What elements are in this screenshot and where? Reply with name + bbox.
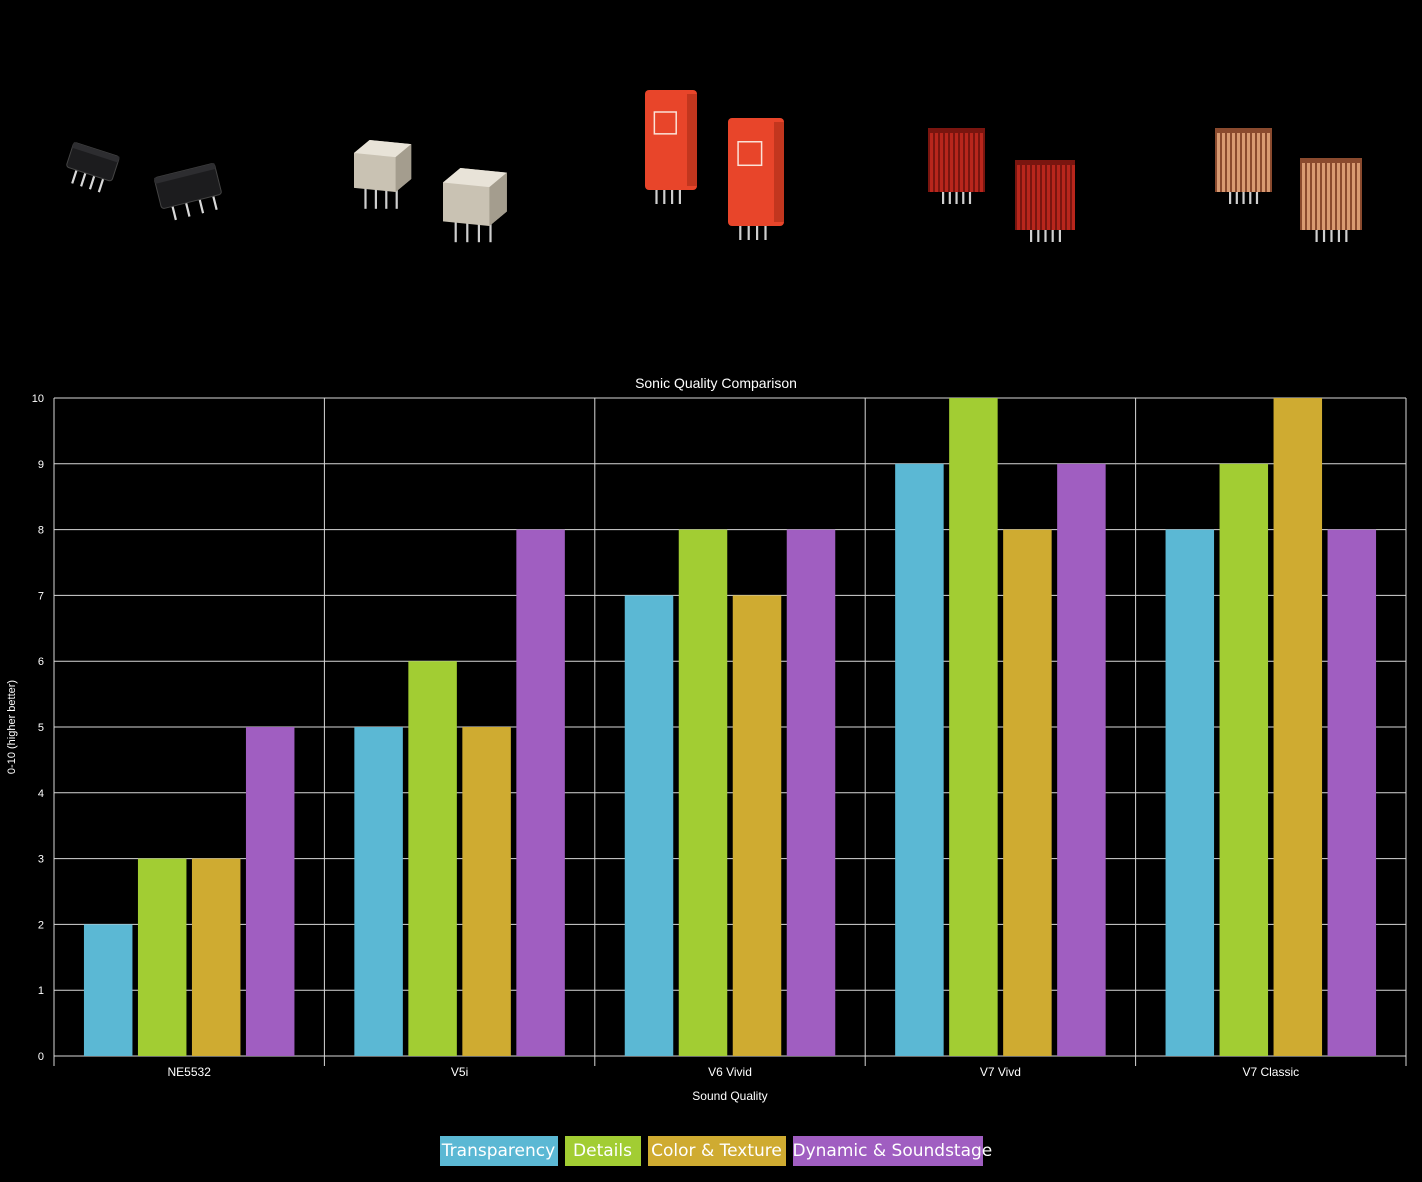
bar-color-texture-v7-classic[interactable]	[1273, 398, 1323, 1056]
chart-title: Sonic Quality Comparison	[635, 375, 797, 391]
y-axis-label: 0-10 (higher better)	[6, 680, 18, 774]
chart-legend: Transparency Details Color & Texture Dynami…	[0, 1136, 1422, 1166]
bar-color-texture-v7-vivd[interactable]	[1003, 529, 1052, 1056]
bar-color-texture-v6-vivid[interactable]	[732, 595, 782, 1056]
chart-bars	[83, 398, 1377, 1056]
bar-dynamic-soundstage-v5i[interactable]	[516, 529, 565, 1056]
bar-dynamic-soundstage-ne5532[interactable]	[245, 727, 295, 1056]
y-tick-label: 7	[38, 590, 44, 602]
bar-dynamic-soundstage-v7-vivd[interactable]	[1057, 463, 1106, 1056]
legend-item-transparency[interactable]: Transparency	[439, 1136, 558, 1166]
y-tick-label: 6	[38, 656, 44, 668]
x-tick-label: V7 Classic	[1242, 1065, 1299, 1079]
legend-item-color-texture[interactable]: Color & Texture	[647, 1136, 786, 1166]
legend-item-dynamic-soundstage[interactable]: Dynamic & Soundstage	[792, 1136, 992, 1166]
bar-dynamic-soundstage-v6-vivid[interactable]	[786, 529, 836, 1056]
bar-details-ne5532[interactable]	[137, 858, 187, 1056]
bar-transparency-v6-vivid[interactable]	[624, 595, 674, 1056]
x-tick-label: V7 Vivd	[980, 1065, 1021, 1079]
y-tick-label: 1	[38, 985, 44, 997]
bar-color-texture-ne5532[interactable]	[191, 858, 241, 1056]
v5i-metal-can-opamp-icon	[354, 140, 507, 243]
bar-transparency-v7-vivd[interactable]	[895, 463, 944, 1056]
x-tick-label: V5i	[451, 1065, 468, 1079]
v7-classic-copper-opamp-icon	[1215, 128, 1362, 242]
bar-details-v5i[interactable]	[408, 661, 457, 1056]
ne5532-opamp-chip-icon	[66, 142, 222, 221]
product-photos	[66, 90, 1362, 243]
bar-transparency-v7-classic[interactable]	[1165, 529, 1215, 1056]
bar-transparency-v5i[interactable]	[354, 727, 403, 1056]
bar-transparency-ne5532[interactable]	[83, 924, 133, 1056]
bar-color-texture-v5i[interactable]	[462, 727, 511, 1056]
bar-details-v7-vivd[interactable]	[949, 398, 998, 1056]
y-axis-ticks: 0 1 2 3 4 5 6 7 8 9 10	[32, 393, 44, 1063]
sonic-quality-chart: Sonic Quality Comparison 0 1 2 3 4 5 6 7 8 9 10 NE…	[6, 375, 1407, 1103]
y-tick-label: 2	[38, 919, 44, 931]
v7-vivid-finned-opamp-icon	[928, 128, 1075, 242]
y-tick-label: 9	[38, 459, 44, 471]
legend-item-details[interactable]: Details	[564, 1136, 641, 1166]
y-tick-label: 0	[38, 1051, 44, 1063]
x-axis-label: Sound Quality	[692, 1089, 767, 1103]
y-tick-label: 5	[38, 722, 44, 734]
x-axis-ticks: NE5532 V5i V6 Vivid V7 Vivd V7 Classic	[168, 1065, 1300, 1079]
x-tick-label: V6 Vivid	[708, 1065, 752, 1079]
bar-details-v6-vivid[interactable]	[678, 529, 728, 1056]
y-tick-label: 4	[38, 788, 44, 800]
x-tick-label: NE5532	[168, 1065, 212, 1079]
y-tick-label: 3	[38, 854, 44, 866]
y-tick-label: 10	[32, 393, 44, 405]
y-tick-label: 8	[38, 525, 44, 537]
v6-vivid-red-opamp-icon	[645, 90, 784, 240]
bar-details-v7-classic[interactable]	[1219, 463, 1269, 1056]
bar-dynamic-soundstage-v7-classic[interactable]	[1327, 529, 1377, 1056]
